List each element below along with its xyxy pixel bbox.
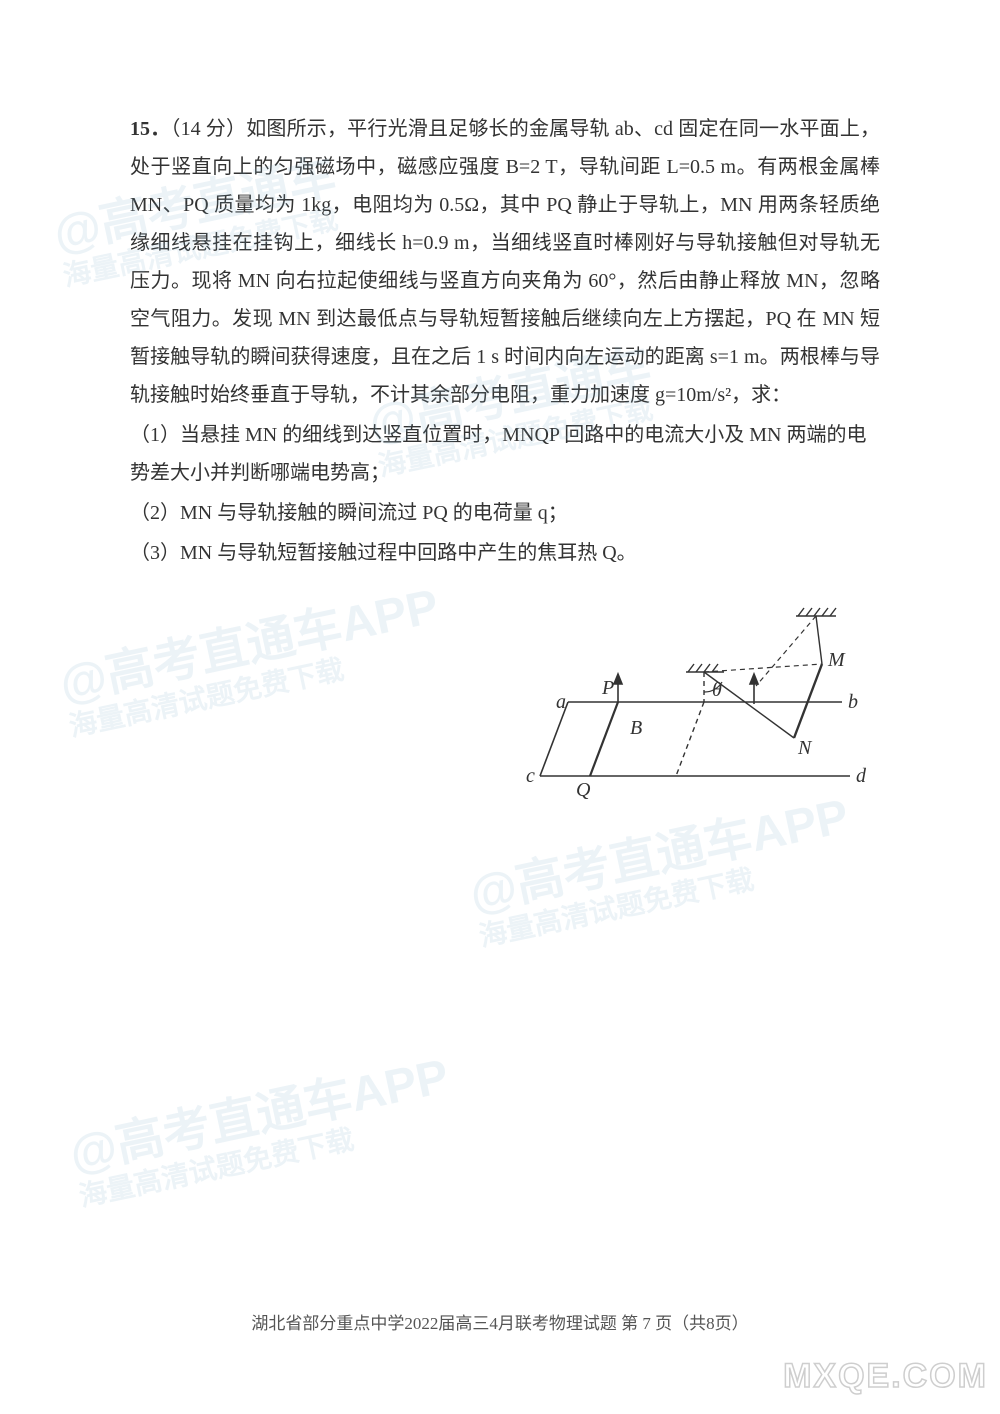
problem-main: 如图所示，平行光滑且足够长的金属导轨 ab、cd 固定在同一水平面上，处于竖直向… [130, 118, 880, 406]
bar-mn [794, 664, 822, 738]
string-lower-to-M [704, 664, 822, 672]
corner-watermark: MXQE.COM [783, 1357, 988, 1396]
label-M: M [827, 649, 846, 671]
rail-left-edge [540, 702, 568, 776]
sub-question-3: （3）MN 与导轨短暂接触过程中回路中产生的焦耳热 Q。 [130, 534, 880, 572]
string-upper-dash [756, 616, 816, 686]
problem-number: 15． [130, 118, 170, 140]
label-theta: θ [712, 679, 722, 701]
label-Q: Q [576, 779, 591, 801]
watermark: @高考直通车APP海量高清试题免费下载 [66, 1051, 460, 1213]
label-a: a [556, 691, 566, 713]
string-rest-drop [676, 702, 704, 776]
label-b: b [848, 691, 858, 713]
figure-container: a b c d P Q M N B θ [130, 594, 895, 814]
arrow-p [614, 674, 622, 702]
string-upper [816, 616, 822, 664]
label-B: B [630, 717, 642, 739]
label-N: N [797, 737, 813, 759]
hook-hatch-lower [686, 664, 724, 672]
label-d: d [856, 765, 867, 787]
sub-question-2: （2）MN 与导轨接触的瞬间流过 PQ 的电荷量 q； [130, 494, 880, 532]
bar-pq [590, 702, 618, 776]
sub-question-1: （1）当悬挂 MN 的细线到达竖直位置时，MNQP 回路中的电流大小及 MN 两… [130, 416, 880, 492]
problem-points: （14 分） [170, 118, 246, 140]
problem-body: 15．（14 分）如图所示，平行光滑且足够长的金属导轨 ab、cd 固定在同一水… [130, 110, 880, 414]
hook-hatch-upper [796, 608, 836, 616]
physics-diagram: a b c d P Q M N B θ [520, 594, 880, 814]
page-footer: 湖北省部分重点中学2022届高三4月联考物理试题 第 7 页（共8页） [0, 1309, 1000, 1334]
label-P: P [601, 677, 614, 699]
label-c: c [526, 765, 535, 787]
arrow-mid [750, 674, 758, 704]
